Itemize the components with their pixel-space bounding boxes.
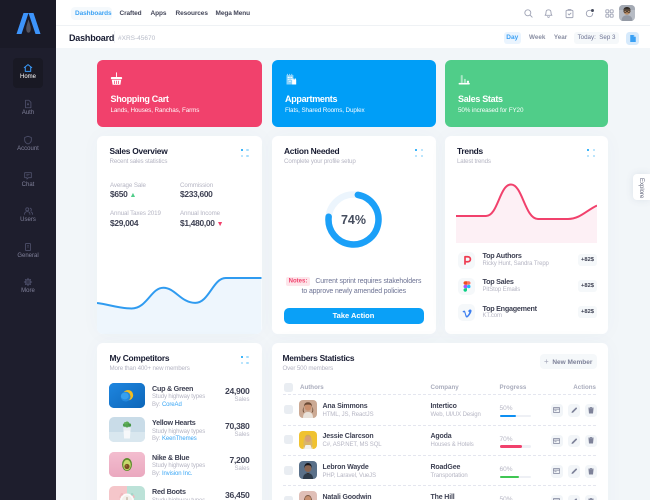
svg-text:74%: 74%	[341, 213, 366, 227]
